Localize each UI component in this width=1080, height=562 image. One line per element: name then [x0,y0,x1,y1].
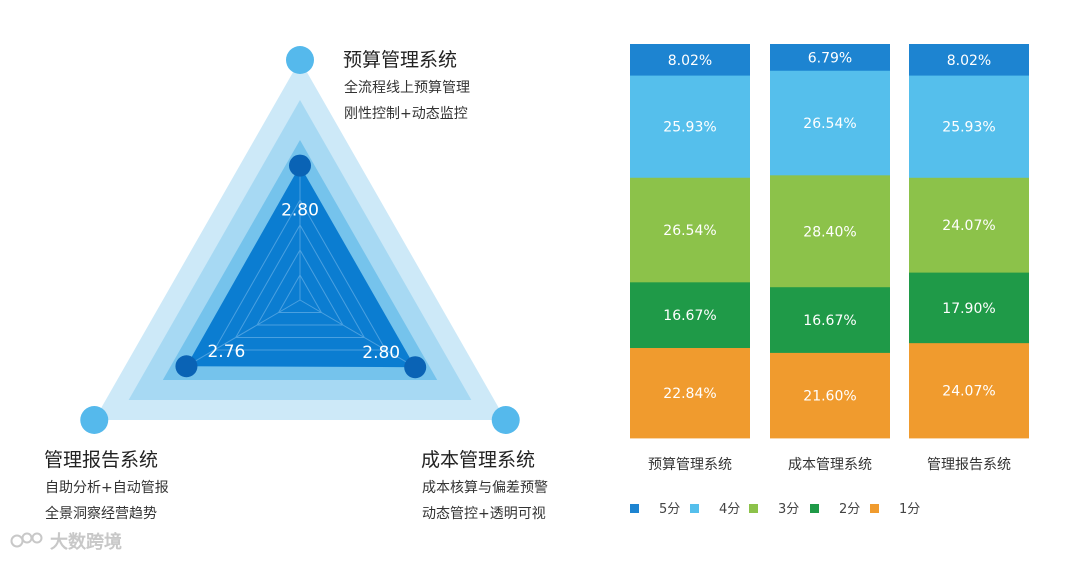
bar-segment-label: 24.07% [942,218,995,234]
radar-grid-ring [277,273,323,313]
watermark: 大数跨境 [10,531,122,553]
radar-data-area [186,165,416,368]
bar-segment-label: 24.07% [942,384,995,400]
radar-chart: 2.80 2.80 2.76 预算管理系统全流程线上预算管理刚性控制+动态监控成本管理… [44,46,548,522]
bar-segment [770,352,890,439]
radar-axis-description: 动态管控+透明可视 [422,506,546,522]
category-label: 管理报告系统 [927,457,1011,473]
bar-segment [630,75,750,179]
radar-axis-description: 全景洞察经营趋势 [45,505,157,522]
radar-value-label: 2.80 [281,201,319,221]
stacked-bar-chart: 8.02% 25.93% 26.54% 16.67% 22.84% 预算管理系统 6.79%… [630,44,1029,473]
radar-grid-ring [256,248,344,326]
radar-vertex-marker [80,406,109,434]
bar-segment-label: 26.54% [803,116,856,132]
radar-data-point [175,355,198,378]
watermark-logo-icon [10,532,43,548]
bar-segment [770,44,890,72]
radar-axis-line [186,299,301,367]
bar-segment-label: 25.93% [663,120,716,136]
bar-segment [909,75,1029,179]
legend-swatch [749,504,758,513]
bar-segment-label: 8.02% [668,53,712,69]
legend-swatch [810,504,819,513]
bar-segment-label: 16.67% [663,308,716,324]
radar-value-label: 2.76 [207,342,245,362]
bar-segment [630,348,750,439]
bar-segment-label: 22.84% [663,386,716,402]
category-label: 预算管理系统 [648,457,732,473]
bar-segment [909,343,1029,439]
radar-grid-ring [234,223,366,338]
bar-segment-label: 8.02% [947,53,991,69]
bar-segment [909,272,1029,344]
category-label: 成本管理系统 [788,457,872,473]
radar-axis-description: 全流程线上预算管理 [344,79,470,96]
watermark-text: 大数跨境 [50,531,122,553]
radar-axis-description: 刚性控制+动态监控 [344,106,468,122]
bar-segment [770,175,890,288]
bar-segment-label: 26.54% [663,223,716,239]
legend-label: 4分 [719,502,740,517]
radar-value-label: 2.80 [362,343,400,363]
bar-segment-label: 21.60% [803,388,856,404]
radar-axis-title: 成本管理系统 [421,449,535,471]
radar-axis-description: 自助分析+自动管报 [45,480,169,496]
bar-segment-label: 6.79% [808,50,852,66]
radar-axis-description: 成本核算与偏差预警 [422,480,548,496]
legend: 5分 4分 3分 2分 1分 [630,502,920,517]
radar-axis-title: 管理报告系统 [44,449,158,471]
bar-segment [630,282,750,349]
legend-label: 1分 [899,502,920,517]
radar-vertex-marker [286,46,314,74]
bar-segment-label: 28.40% [803,224,856,240]
bar-segment-label: 16.67% [803,313,856,329]
bar-segment [770,287,890,354]
radar-axis-title: 预算管理系统 [343,49,457,71]
radar-vertex-marker [491,406,520,434]
legend-label: 3分 [778,502,799,517]
bar-segment-label: 25.93% [942,120,995,136]
bar-segment [770,70,890,176]
legend-label: 2分 [839,502,860,517]
legend-swatch [690,504,699,513]
bar-segment-label: 17.90% [942,301,995,317]
radar-grid-ring [213,198,387,351]
radar-data-point [404,356,427,379]
bar-segment [909,44,1029,76]
legend-label: 5分 [659,502,680,517]
bar-segment [630,177,750,283]
legend-swatch [630,504,639,513]
bar-segment [630,44,750,76]
radar-data-point [289,154,311,177]
bar-segment [909,177,1029,274]
radar-axis-line [299,299,416,368]
legend-swatch [870,504,879,513]
